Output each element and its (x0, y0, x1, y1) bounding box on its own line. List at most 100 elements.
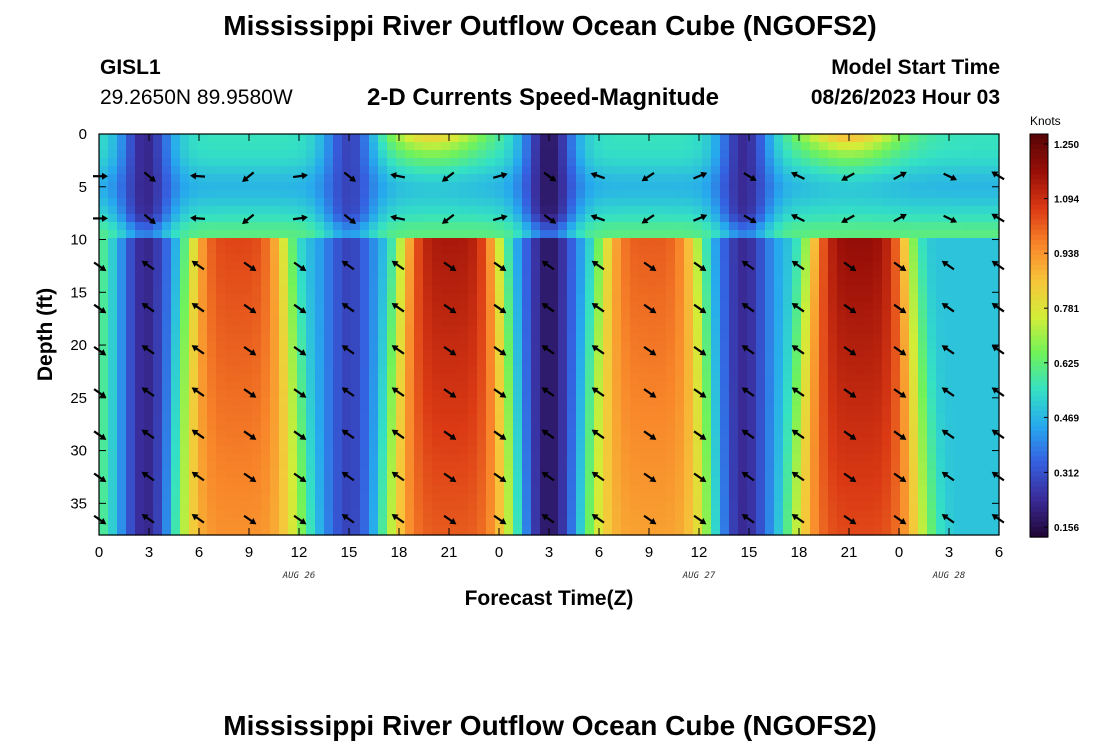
heatmap-cell (180, 438, 190, 447)
heatmap-cell (531, 278, 541, 287)
heatmap-cell (198, 462, 208, 471)
heatmap-cell (756, 406, 766, 415)
heatmap-cell (603, 158, 613, 167)
heatmap-cell (342, 486, 352, 495)
heatmap-cell (945, 318, 955, 327)
heatmap-cell (522, 302, 532, 311)
heatmap-cell (180, 358, 190, 367)
heatmap-cell (342, 166, 352, 175)
heatmap-cell (603, 142, 613, 151)
heatmap-cell (558, 158, 568, 167)
heatmap-cell (351, 422, 361, 431)
heatmap-cell (639, 486, 649, 495)
heatmap-cell (720, 134, 730, 143)
heatmap-cell (900, 286, 910, 295)
heatmap-cell (135, 158, 145, 167)
heatmap-cell (549, 262, 559, 271)
heatmap-cell (909, 382, 919, 391)
heatmap-cell (486, 326, 496, 335)
heatmap-cell (495, 518, 505, 527)
heatmap-cell (252, 478, 262, 487)
heatmap-cell (522, 494, 532, 503)
heatmap-cell (279, 182, 289, 191)
heatmap-cell (234, 238, 244, 247)
heatmap-cell (567, 446, 577, 455)
heatmap-cell (801, 398, 811, 407)
heatmap-cell (513, 374, 523, 383)
heatmap-cell (684, 334, 694, 343)
heatmap-cell (891, 334, 901, 343)
heatmap-cell (108, 478, 118, 487)
heatmap-cell (522, 510, 532, 519)
heatmap-cell (927, 438, 937, 447)
heatmap-cell (747, 294, 757, 303)
heatmap-cell (891, 342, 901, 351)
heatmap-cell (378, 286, 388, 295)
heatmap-cell (891, 414, 901, 423)
heatmap-cell (522, 478, 532, 487)
heatmap-cell (729, 478, 739, 487)
heatmap-cell (720, 518, 730, 527)
heatmap-cell (639, 342, 649, 351)
heatmap-cell (207, 318, 217, 327)
heatmap-cell (657, 510, 667, 519)
heatmap-cell (324, 414, 334, 423)
heatmap-cell (549, 158, 559, 167)
heatmap-cell (468, 206, 478, 215)
heatmap-cell (279, 462, 289, 471)
heatmap-cell (360, 478, 370, 487)
heatmap-cell (261, 470, 271, 479)
heatmap-cell (153, 318, 163, 327)
heatmap-cell (666, 406, 676, 415)
heatmap-cell (783, 198, 793, 207)
heatmap-cell (846, 470, 856, 479)
heatmap-cell (891, 310, 901, 319)
heatmap-cell (747, 358, 757, 367)
heatmap-cell (864, 198, 874, 207)
heatmap-cell (297, 478, 307, 487)
heatmap-cell (900, 246, 910, 255)
heatmap-cell (333, 174, 343, 183)
heatmap-cell (477, 382, 487, 391)
heatmap-cell (666, 214, 676, 223)
heatmap-cell (522, 238, 532, 247)
heatmap-cell (657, 438, 667, 447)
heatmap-cell (630, 462, 640, 471)
heatmap-cell (225, 262, 235, 271)
heatmap-cell (810, 446, 820, 455)
heatmap-cell (927, 294, 937, 303)
heatmap-cell (558, 302, 568, 311)
heatmap-cell (864, 318, 874, 327)
heatmap-cell (855, 230, 865, 239)
heatmap-cell (612, 174, 622, 183)
heatmap-cell (351, 358, 361, 367)
heatmap-cell (810, 366, 820, 375)
heatmap-cell (261, 486, 271, 495)
heatmap-cell (549, 446, 559, 455)
heatmap-cell (504, 494, 514, 503)
heatmap-cell (549, 326, 559, 335)
heatmap-cell (972, 270, 982, 279)
heatmap-cell (738, 246, 748, 255)
heatmap-cell (423, 510, 433, 519)
heatmap-cell (873, 166, 883, 175)
heatmap-cell (468, 318, 478, 327)
heatmap-cell (270, 406, 280, 415)
heatmap-cell (801, 438, 811, 447)
heatmap-cell (666, 174, 676, 183)
heatmap-cell (558, 238, 568, 247)
heatmap-cell (396, 510, 406, 519)
heatmap-cell (900, 342, 910, 351)
heatmap-cell (918, 198, 928, 207)
heatmap-cell (729, 150, 739, 159)
heatmap-cell (495, 174, 505, 183)
heatmap-cell (135, 198, 145, 207)
heatmap-cell (603, 374, 613, 383)
heatmap-cell (531, 294, 541, 303)
heatmap-cell (324, 494, 334, 503)
heatmap-cell (738, 350, 748, 359)
heatmap-cell (675, 246, 685, 255)
heatmap-cell (558, 406, 568, 415)
heatmap-cell (936, 398, 946, 407)
heatmap-cell (675, 150, 685, 159)
